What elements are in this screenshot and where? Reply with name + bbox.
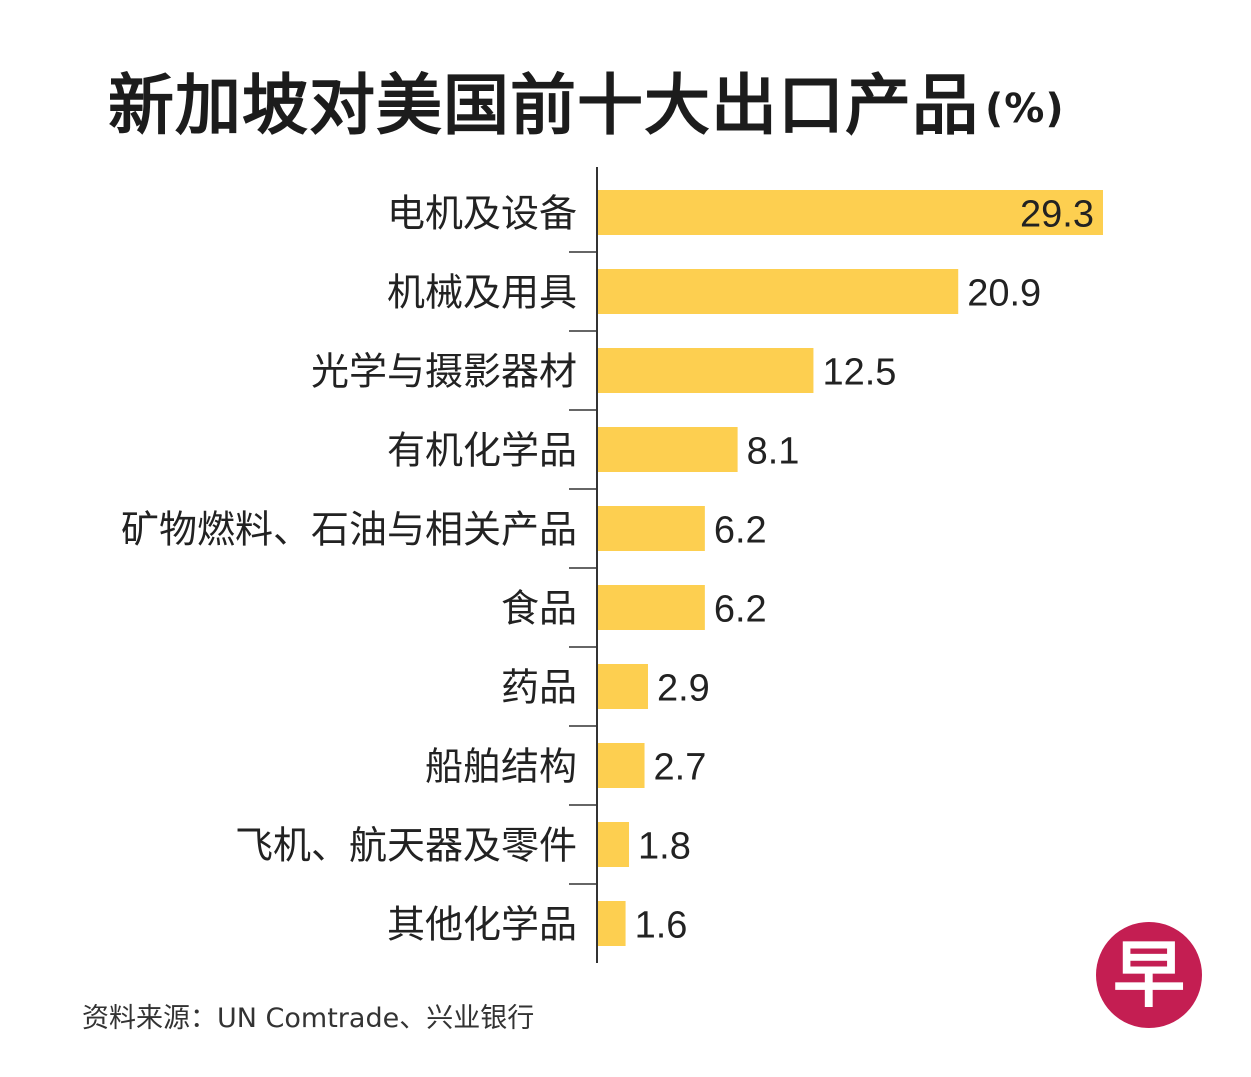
chart-title-text: 新加坡对美国前十大出口产品 — [108, 67, 979, 144]
category-label: 电机及设备 — [387, 192, 577, 236]
value-label: 6.2 — [714, 589, 767, 631]
value-label: 12.5 — [822, 352, 896, 394]
bar — [598, 585, 705, 630]
bar — [598, 427, 738, 472]
category-label: 药品 — [501, 666, 577, 710]
value-label: 2.7 — [654, 747, 707, 789]
category-label: 食品 — [501, 587, 577, 631]
category-label: 飞机、航天器及零件 — [235, 824, 577, 868]
chart-title-unit: (%) — [985, 86, 1065, 132]
category-label: 机械及用具 — [387, 271, 577, 315]
bar — [598, 901, 626, 946]
category-label: 船舶结构 — [425, 745, 577, 789]
category-label: 有机化学品 — [387, 429, 577, 473]
category-label: 光学与摄影器材 — [311, 350, 577, 394]
chart-title: 新加坡对美国前十大出口产品 (%) — [108, 52, 1065, 148]
source-note: 资料来源：UN Comtrade、兴业银行 — [82, 1003, 535, 1034]
category-label: 其他化学品 — [387, 903, 577, 947]
bar — [598, 506, 705, 551]
value-label: 20.9 — [967, 273, 1041, 315]
bar — [598, 664, 648, 709]
bar — [598, 269, 959, 314]
category-label: 矿物燃料、石油与相关产品 — [121, 508, 577, 552]
value-label: 2.9 — [657, 668, 710, 710]
bar — [598, 348, 814, 393]
zaobao-logo: 早 — [1096, 922, 1202, 1028]
bar — [598, 822, 630, 867]
logo-glyph: 早 — [1112, 932, 1185, 1017]
value-label: 8.1 — [747, 431, 800, 473]
value-label: 6.2 — [714, 510, 767, 552]
value-label: 29.3 — [1020, 194, 1094, 236]
bar — [598, 190, 1103, 235]
value-label: 1.6 — [635, 905, 688, 947]
bar — [598, 743, 645, 788]
value-label: 1.8 — [638, 826, 691, 868]
